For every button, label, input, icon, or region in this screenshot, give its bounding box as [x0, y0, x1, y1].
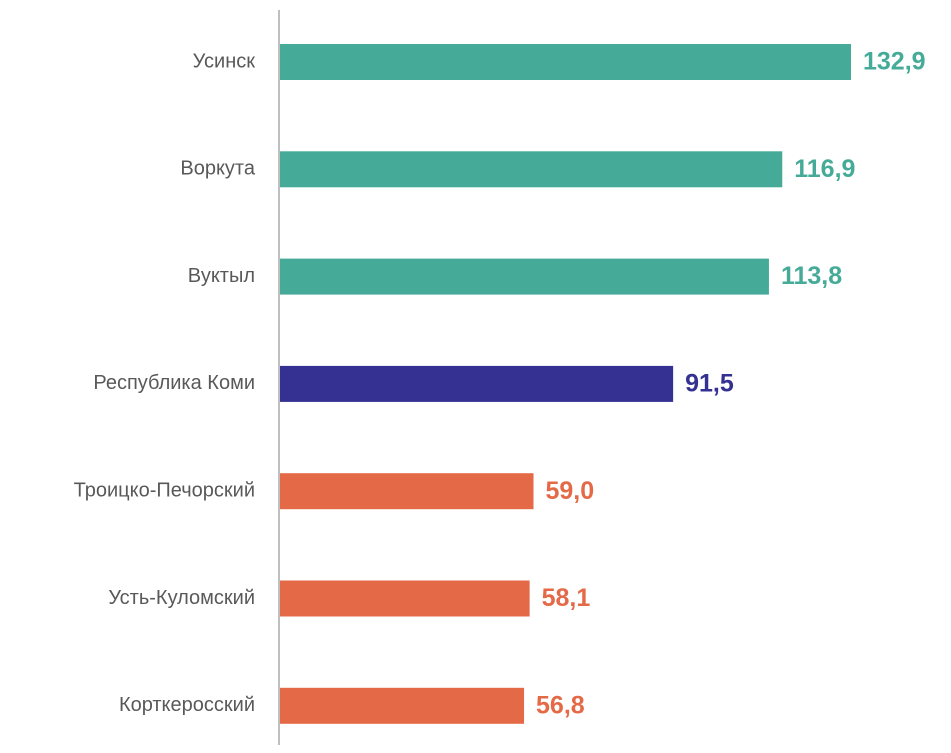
bar — [280, 687, 525, 724]
bar — [280, 151, 783, 188]
value-label: 56,8 — [536, 691, 585, 719]
value-label: 116,9 — [794, 155, 855, 183]
category-label: Троицко-Печорский — [74, 479, 255, 501]
bar — [280, 44, 851, 80]
category-label: Корткеросский — [119, 694, 255, 716]
category-label: Республика Коми — [93, 372, 255, 394]
category-label: Вуктыл — [188, 265, 255, 287]
bar — [280, 473, 534, 510]
value-label: 113,8 — [781, 262, 842, 290]
value-label: 58,1 — [542, 584, 591, 612]
value-label: 132,9 — [863, 48, 926, 76]
bar — [280, 258, 769, 295]
bar — [280, 580, 530, 617]
bar — [280, 365, 674, 402]
category-label: Воркута — [180, 158, 255, 180]
value-label: 91,5 — [685, 370, 734, 398]
category-label: Усинск — [193, 50, 256, 72]
value-label: 59,0 — [545, 477, 594, 505]
category-label: Усть-Куломский — [108, 587, 255, 609]
